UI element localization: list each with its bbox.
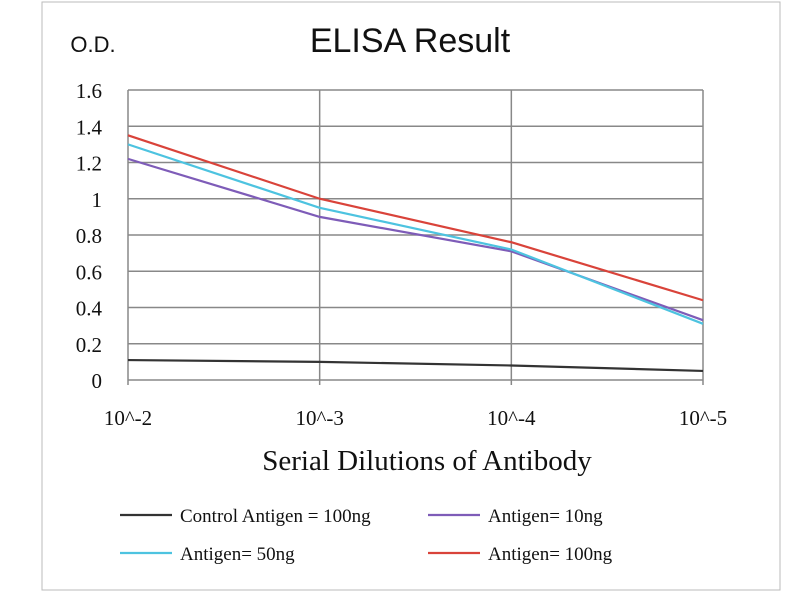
- y-tick-label: 0.2: [76, 333, 102, 357]
- y-tick-label: 0.6: [76, 260, 102, 284]
- x-axis-label: Serial Dilutions of Antibody: [262, 445, 592, 477]
- series-line: [127, 358, 704, 373]
- legend-label: Control Antigen = 100ng: [180, 506, 371, 527]
- y-tick-label: 1: [92, 188, 103, 212]
- legend-label: Antigen= 10ng: [488, 506, 603, 527]
- y-axis-label: O.D.: [70, 32, 115, 57]
- y-tick-label: 1.6: [76, 79, 102, 103]
- y-tick-label: 0.8: [76, 224, 102, 248]
- x-tick-label: 10^-3: [295, 406, 343, 430]
- x-tick-label: 10^-4: [487, 406, 536, 430]
- chart-title: ELISA Result: [310, 22, 511, 60]
- chart-frame: [41, 1, 781, 591]
- series-line: [127, 143, 704, 325]
- y-tick-label: 1.4: [76, 115, 103, 139]
- y-tick-label: 1.2: [76, 152, 102, 176]
- series-line: [127, 134, 704, 302]
- y-tick-label: 0: [92, 369, 103, 393]
- y-tick-label: 0.4: [76, 297, 103, 321]
- legend-label: Antigen= 100ng: [488, 544, 613, 565]
- x-tick-label: 10^-2: [104, 406, 152, 430]
- legend-label: Antigen= 50ng: [180, 544, 295, 565]
- x-tick-label: 10^-5: [679, 406, 727, 430]
